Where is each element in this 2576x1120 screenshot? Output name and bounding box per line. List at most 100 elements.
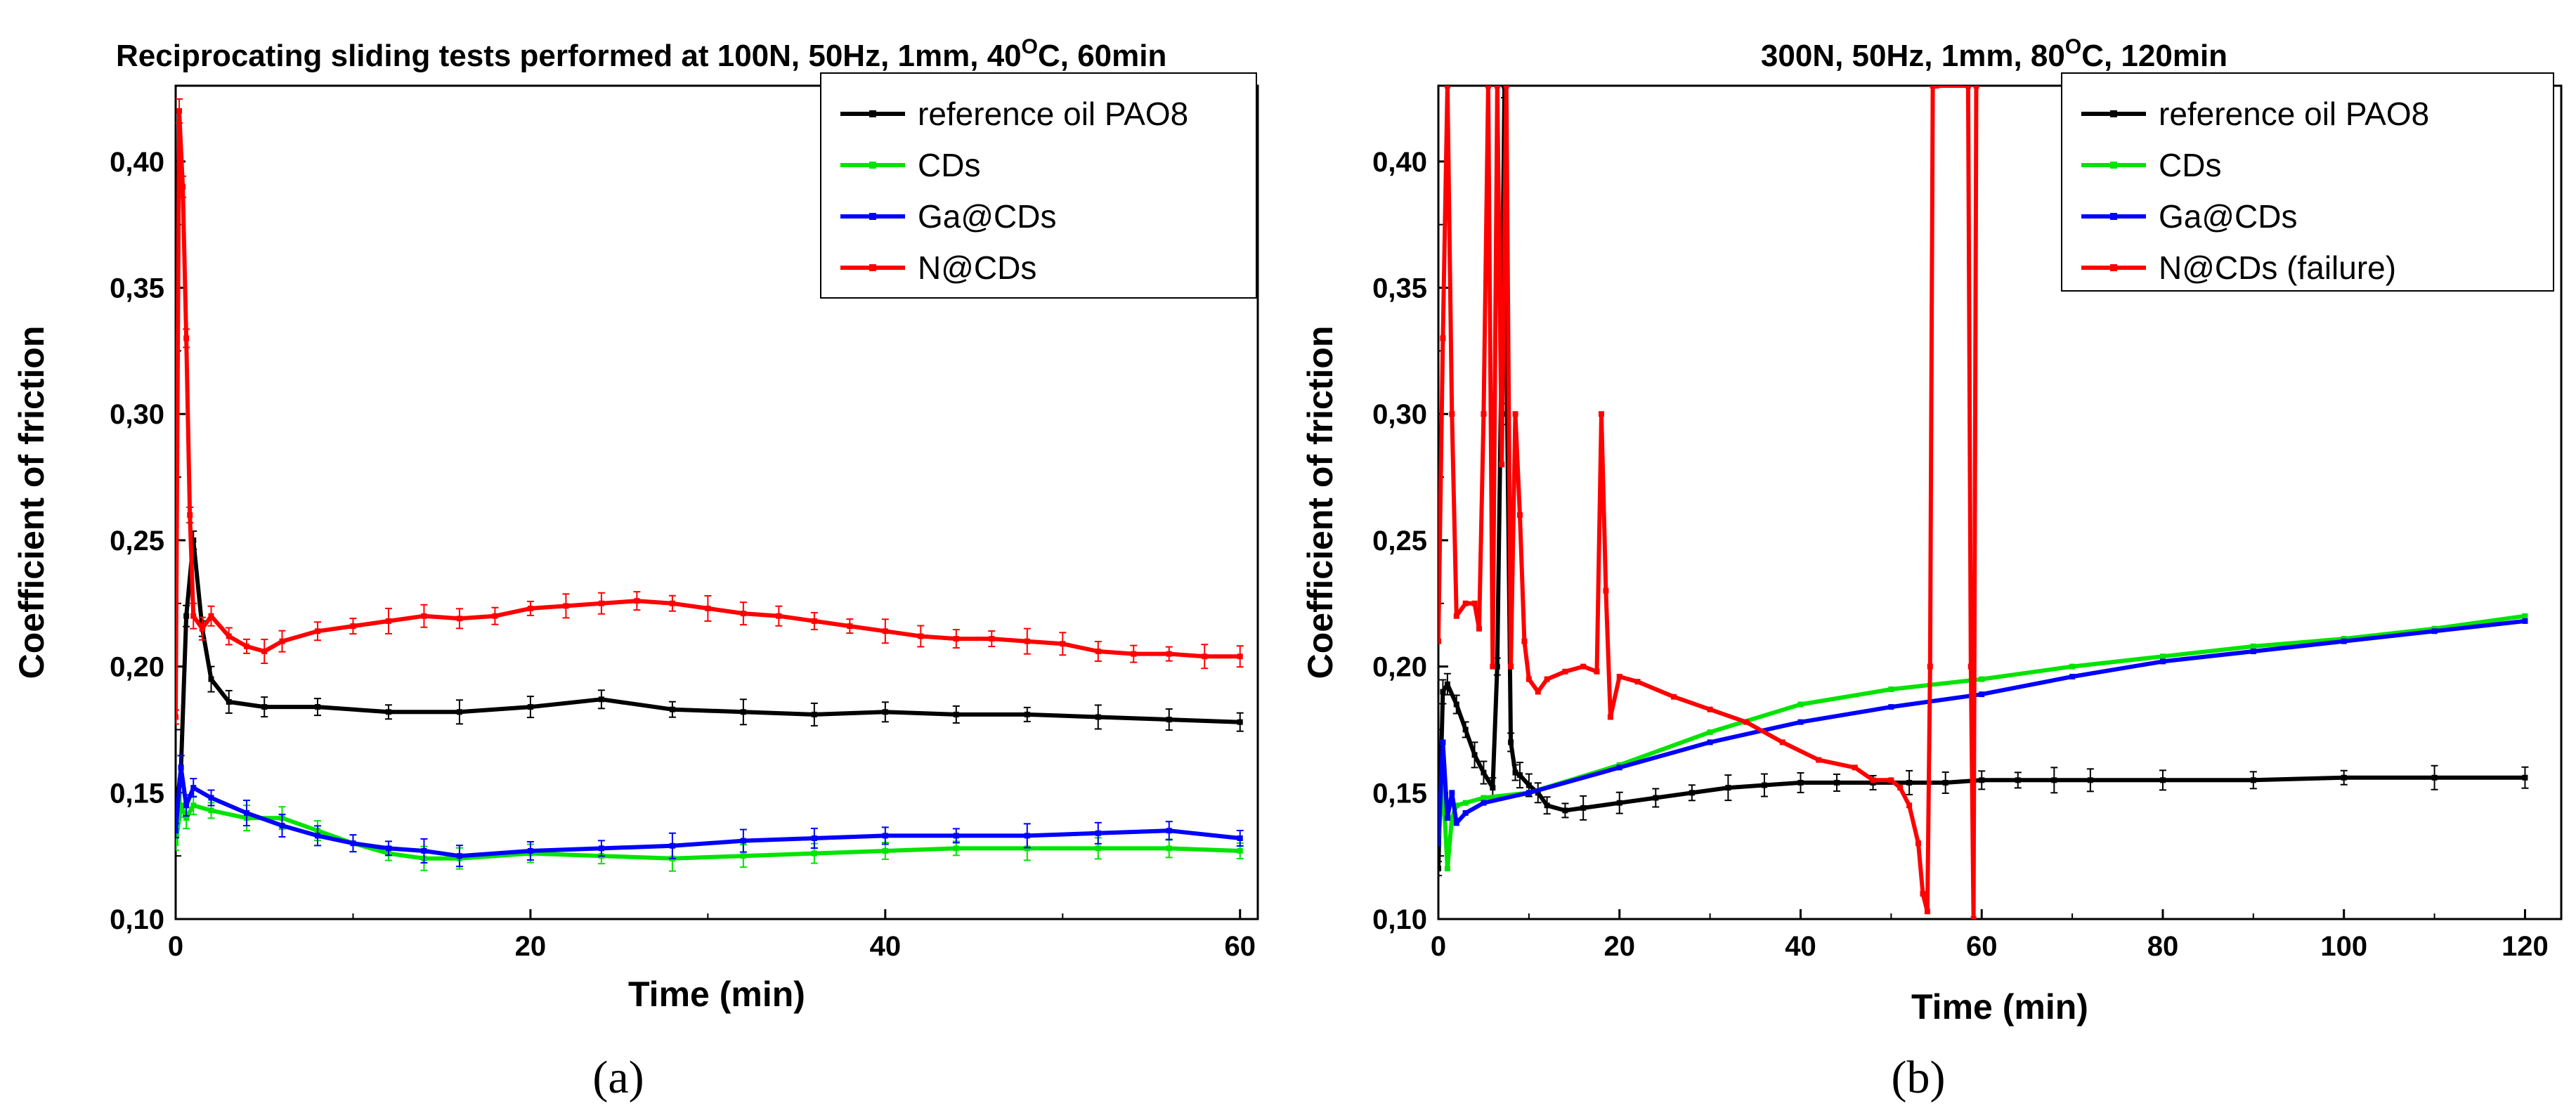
data-point (882, 628, 888, 634)
data-point (350, 840, 356, 847)
data-point (1562, 807, 1568, 814)
data-point (1852, 764, 1858, 771)
data-point (1449, 411, 1455, 417)
data-point (1906, 779, 1913, 786)
data-point (1870, 777, 1876, 783)
data-point (314, 833, 320, 839)
data-point (1095, 845, 1101, 852)
data-point (1444, 815, 1450, 821)
data-point (1237, 653, 1243, 660)
data-point (456, 853, 462, 859)
data-point (1095, 649, 1101, 655)
chart-title-degree: O (2065, 35, 2081, 58)
data-point (1499, 462, 1505, 468)
data-point (1516, 772, 1523, 779)
data-point (183, 613, 190, 619)
data-point (1761, 782, 1767, 788)
x-tick-label: 20 (515, 931, 547, 962)
data-point (1516, 512, 1523, 518)
data-point (1462, 800, 1469, 806)
data-point (1503, 86, 1509, 89)
data-point (1166, 651, 1172, 657)
data-point (953, 636, 959, 642)
data-point (178, 802, 184, 809)
data-point (918, 633, 924, 639)
data-point (421, 613, 427, 619)
y-tick-label: 0,40 (110, 147, 164, 178)
y-axis-label: Coefficient of friction (12, 326, 51, 679)
data-point (1544, 676, 1550, 682)
x-tick-label: 60 (1225, 931, 1256, 962)
data-point (385, 618, 391, 624)
data-point (314, 704, 320, 710)
plot-area (176, 98, 1244, 872)
data-point (1453, 613, 1459, 619)
data-point (1453, 820, 1459, 826)
data-point (1743, 719, 1750, 725)
data-point (2051, 777, 2057, 783)
data-point (199, 625, 205, 632)
data-point (527, 605, 533, 611)
data-point (2522, 774, 2528, 781)
legend-label: N@CDs (918, 249, 1036, 286)
legend-marker (2110, 110, 2117, 117)
data-point (1707, 729, 1713, 736)
data-point (1024, 833, 1030, 839)
data-point (456, 709, 462, 715)
data-point (1973, 86, 1979, 89)
data-point (776, 613, 782, 619)
data-point (1562, 668, 1568, 675)
data-point (953, 833, 959, 839)
legend-marker (869, 110, 876, 117)
data-point (1933, 86, 1939, 89)
data-point (1970, 916, 1977, 919)
series-reference-oil-pao8 (176, 530, 1244, 826)
data-point (456, 616, 462, 622)
data-point (527, 847, 533, 854)
data-point (2522, 613, 2528, 619)
data-point (1438, 840, 1441, 847)
data-point (1202, 653, 1208, 660)
data-point (261, 704, 268, 710)
data-point (1979, 676, 1985, 682)
data-point (1927, 663, 1933, 670)
y-tick-label: 0,10 (110, 904, 164, 935)
data-point (1521, 638, 1528, 644)
data-point (350, 623, 356, 630)
data-point (1471, 600, 1478, 606)
data-point (527, 704, 533, 710)
data-point (2341, 638, 2347, 644)
data-point (243, 643, 249, 649)
data-point (1166, 845, 1172, 852)
data-point (705, 605, 711, 611)
panel-caption: (a) (592, 1052, 644, 1103)
data-point (1616, 764, 1622, 771)
data-point (1508, 663, 1514, 670)
data-point (1490, 663, 1496, 670)
data-point (669, 842, 675, 849)
data-point (2522, 618, 2528, 624)
data-point (1476, 625, 1482, 632)
data-point (1444, 866, 1450, 872)
series-line (1438, 618, 2528, 846)
data-point (1671, 694, 1677, 700)
data-point (1526, 790, 1532, 796)
chart-title-main: Reciprocating sliding tests performed at… (116, 39, 1022, 73)
data-point (226, 633, 232, 639)
data-point (1024, 711, 1030, 717)
x-tick-label: 120 (2502, 931, 2549, 962)
data-point (176, 828, 178, 834)
data-point (634, 598, 640, 604)
data-point (1616, 800, 1622, 806)
data-point (1544, 802, 1550, 809)
data-point (882, 847, 888, 854)
x-tick-label: 40 (1785, 931, 1816, 962)
data-point (1915, 840, 1922, 847)
y-axis-label: Coefficient of friction (1301, 326, 1340, 679)
data-point (1924, 909, 1930, 915)
x-tick-label: 100 (2320, 931, 2367, 962)
data-point (1797, 779, 1804, 786)
data-point (811, 618, 817, 624)
panel-caption: (b) (1892, 1052, 1946, 1103)
data-point (190, 785, 197, 791)
